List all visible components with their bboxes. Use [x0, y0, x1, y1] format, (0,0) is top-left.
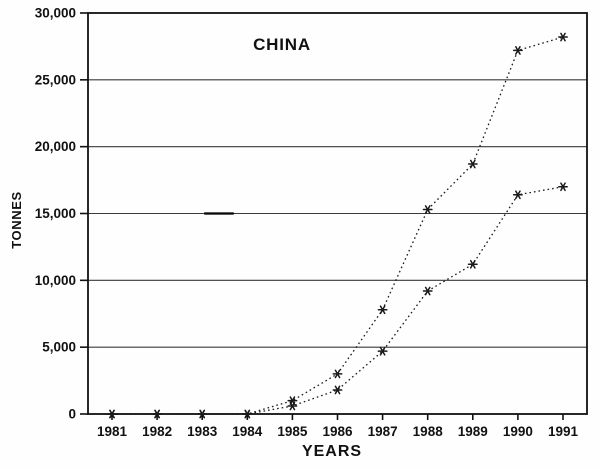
data-point-marker [287, 401, 298, 411]
marker-stroke [424, 286, 431, 296]
x-tick-label: 1990 [503, 424, 533, 439]
y-tick-label: 10,000 [35, 273, 76, 288]
data-point-marker [558, 182, 568, 192]
data-point-marker [332, 369, 343, 379]
x-tick-label: 1987 [368, 424, 398, 439]
data-point-marker [332, 385, 343, 395]
x-tick-label: 1989 [458, 424, 488, 439]
marker-stroke [515, 190, 521, 200]
data-point-marker [287, 396, 298, 406]
data-point-marker [197, 409, 208, 419]
y-tick-label: 5,000 [42, 340, 76, 355]
y-tick-label: 30,000 [35, 6, 76, 21]
marker-stroke [154, 409, 160, 419]
data-point-marker [107, 409, 117, 419]
data-point-marker [152, 409, 163, 419]
marker-stroke [515, 46, 521, 55]
x-tick-label: 1985 [277, 424, 308, 439]
data-point-marker [467, 159, 478, 169]
series-1-upper-line [112, 36, 564, 415]
marker-stroke [560, 182, 566, 192]
marker-stroke [244, 409, 251, 419]
marker-stroke [469, 259, 476, 269]
marker-stroke [289, 401, 296, 411]
y-tick-label: 25,000 [35, 72, 76, 87]
marker-stroke [560, 32, 566, 42]
data-point-marker [512, 46, 523, 55]
x-tick-label: 1991 [548, 424, 579, 439]
x-tick-label: 1982 [142, 424, 172, 439]
x-tick-label: 1986 [322, 424, 353, 439]
marker-stroke [424, 205, 431, 214]
chart-title: CHINA [253, 35, 311, 54]
series-2-lower-line [112, 186, 564, 415]
y-axis-label: TONNES [9, 191, 24, 249]
marker-stroke [199, 409, 206, 419]
data-point-marker [512, 190, 523, 200]
marker-stroke [334, 385, 341, 395]
x-tick-label: 1981 [97, 424, 128, 439]
marker-stroke [379, 305, 386, 315]
data-point-marker [377, 305, 388, 315]
marker-stroke [334, 369, 341, 379]
marker-stroke [469, 159, 476, 169]
y-tick-label: 20,000 [35, 139, 76, 154]
x-axis-label: YEARS [301, 443, 363, 460]
y-tick-label: 15,000 [35, 206, 76, 221]
marker-stroke [379, 346, 386, 356]
y-tick-label: 0 [68, 407, 76, 422]
x-tick-label: 1988 [413, 424, 444, 439]
data-point-marker [242, 409, 253, 419]
marker-stroke [109, 409, 115, 419]
data-point-marker [558, 32, 568, 42]
data-point-marker [377, 346, 388, 356]
data-point-marker [467, 259, 478, 269]
x-tick-label: 1983 [187, 424, 218, 439]
data-point-marker [422, 286, 433, 296]
x-tick-label: 1984 [232, 424, 263, 439]
data-point-marker [422, 205, 433, 214]
